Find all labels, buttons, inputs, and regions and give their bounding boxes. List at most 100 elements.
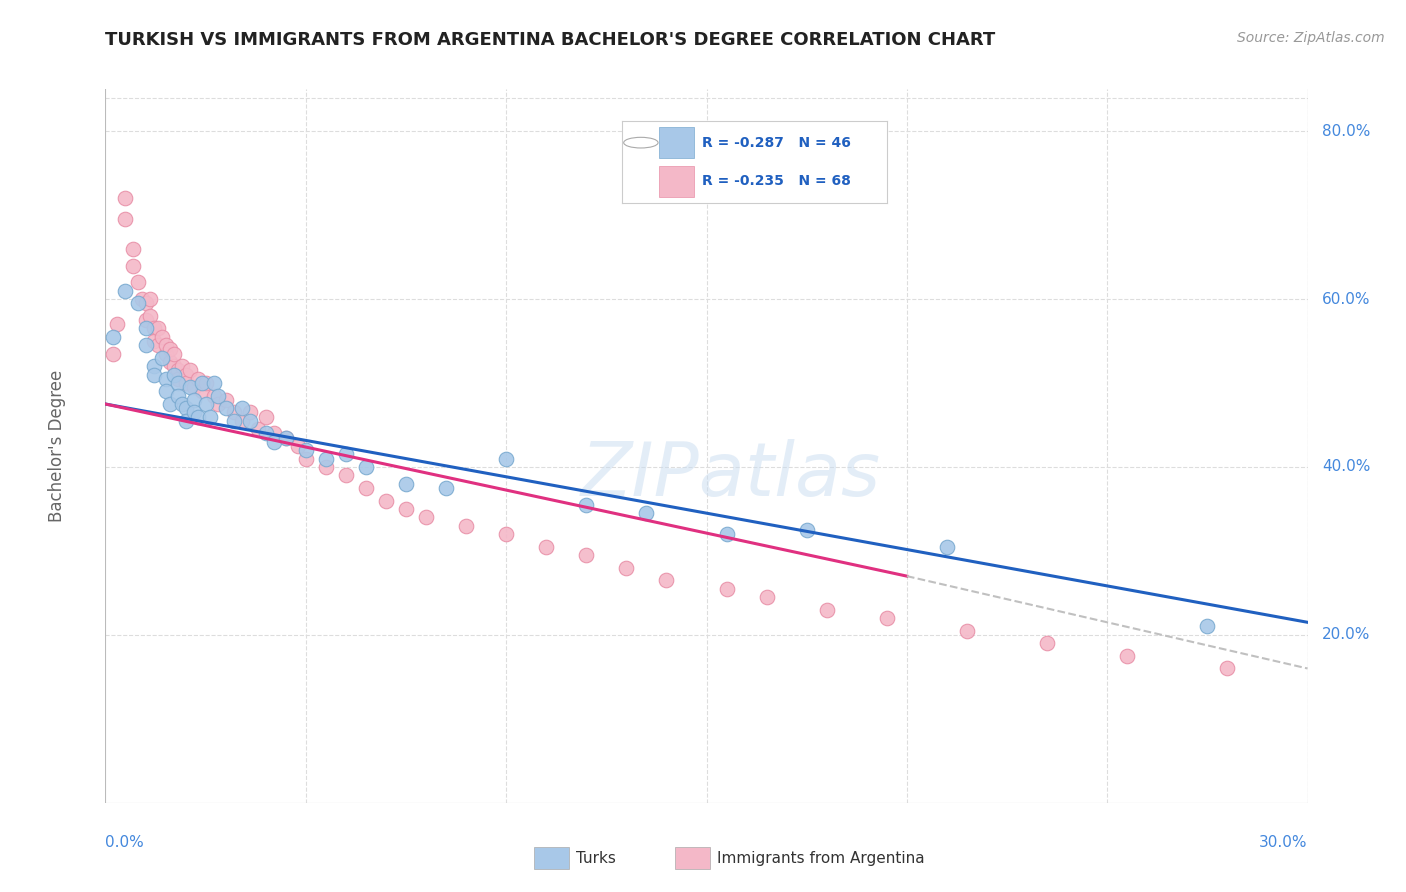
Point xyxy=(187,409,209,424)
Point xyxy=(135,321,157,335)
Point xyxy=(127,296,149,310)
Text: ZIPatlas: ZIPatlas xyxy=(581,439,880,510)
Text: Source: ZipAtlas.com: Source: ZipAtlas.com xyxy=(1237,31,1385,45)
Point xyxy=(796,523,818,537)
Point xyxy=(107,318,129,332)
Point xyxy=(103,346,125,360)
Bar xyxy=(659,127,693,158)
Point xyxy=(335,447,357,461)
Text: 0.0%: 0.0% xyxy=(105,835,145,850)
Point xyxy=(295,443,318,458)
Point xyxy=(194,397,217,411)
Point xyxy=(162,346,184,360)
Point xyxy=(155,338,177,352)
Point xyxy=(207,397,229,411)
Point xyxy=(207,389,229,403)
Point xyxy=(755,590,778,604)
Point xyxy=(174,368,197,382)
Point xyxy=(162,368,184,382)
Point xyxy=(534,540,557,554)
Point xyxy=(1116,648,1139,663)
Text: 60.0%: 60.0% xyxy=(1322,292,1371,307)
Point xyxy=(174,376,197,390)
Point xyxy=(155,372,177,386)
Point xyxy=(138,292,160,306)
Point xyxy=(274,431,297,445)
Point xyxy=(354,481,377,495)
Text: Bachelor's Degree: Bachelor's Degree xyxy=(48,370,66,522)
Point xyxy=(214,392,236,407)
Point xyxy=(815,603,838,617)
Point xyxy=(254,409,277,424)
Point xyxy=(956,624,979,638)
Point xyxy=(138,309,160,323)
Point xyxy=(655,574,678,588)
Text: R = -0.235   N = 68: R = -0.235 N = 68 xyxy=(702,174,851,188)
Point xyxy=(231,401,253,416)
Point xyxy=(122,242,145,256)
Point xyxy=(114,284,136,298)
Point xyxy=(155,346,177,360)
Point xyxy=(214,401,236,416)
Text: 40.0%: 40.0% xyxy=(1322,459,1371,475)
Point xyxy=(287,439,309,453)
Point xyxy=(1216,661,1239,675)
Point xyxy=(150,330,173,344)
Point xyxy=(315,451,337,466)
Point xyxy=(616,560,638,574)
Point xyxy=(131,292,153,306)
Point xyxy=(716,527,738,541)
Point xyxy=(575,498,598,512)
Point xyxy=(295,451,318,466)
Point xyxy=(263,434,285,449)
Point xyxy=(142,359,165,374)
Point xyxy=(179,380,201,394)
Point xyxy=(239,405,262,419)
Point xyxy=(135,296,157,310)
Point xyxy=(254,426,277,441)
Point xyxy=(202,389,225,403)
Point xyxy=(159,355,181,369)
Point xyxy=(190,376,212,390)
Point xyxy=(170,397,193,411)
Point xyxy=(135,313,157,327)
Point xyxy=(146,321,169,335)
Point xyxy=(222,405,245,419)
Point xyxy=(495,451,517,466)
Point xyxy=(190,384,212,399)
Text: Immigrants from Argentina: Immigrants from Argentina xyxy=(717,851,925,865)
Point xyxy=(454,518,477,533)
Point xyxy=(434,481,457,495)
Point xyxy=(315,460,337,475)
Point xyxy=(395,502,418,516)
Point xyxy=(142,368,165,382)
Text: Turks: Turks xyxy=(576,851,616,865)
Point xyxy=(335,468,357,483)
Point xyxy=(636,506,658,520)
Point xyxy=(166,372,188,386)
Point xyxy=(183,405,205,419)
Point xyxy=(159,397,181,411)
Text: 20.0%: 20.0% xyxy=(1322,627,1371,642)
Point xyxy=(162,359,184,374)
Point xyxy=(198,409,221,424)
Point xyxy=(187,372,209,386)
Point xyxy=(354,460,377,475)
Point xyxy=(142,334,165,348)
Point xyxy=(155,384,177,399)
Text: R = -0.287   N = 46: R = -0.287 N = 46 xyxy=(702,136,851,150)
Point xyxy=(150,351,173,365)
Point xyxy=(575,548,598,562)
Point xyxy=(179,363,201,377)
Point xyxy=(114,212,136,227)
Point xyxy=(174,414,197,428)
Point xyxy=(142,321,165,335)
Point xyxy=(114,191,136,205)
Point xyxy=(127,275,149,289)
Point xyxy=(395,476,418,491)
Point xyxy=(263,426,285,441)
Point xyxy=(246,422,269,436)
Text: TURKISH VS IMMIGRANTS FROM ARGENTINA BACHELOR'S DEGREE CORRELATION CHART: TURKISH VS IMMIGRANTS FROM ARGENTINA BAC… xyxy=(105,31,995,49)
Point xyxy=(1036,636,1059,650)
Point xyxy=(876,611,898,625)
